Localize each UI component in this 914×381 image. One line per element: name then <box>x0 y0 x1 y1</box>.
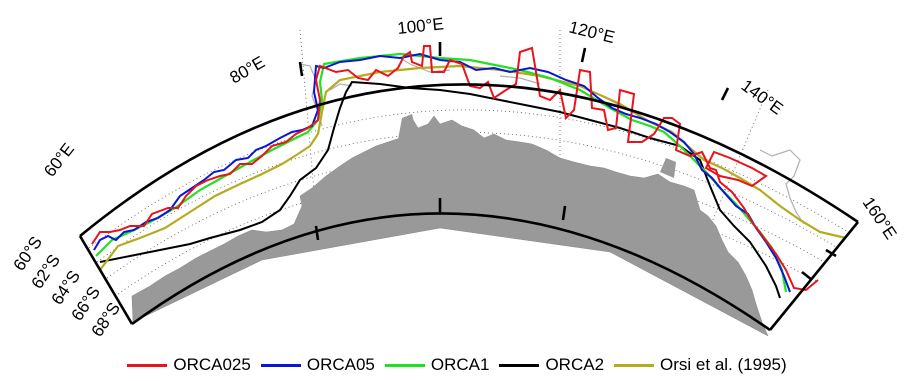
orsi-line <box>99 64 847 271</box>
legend-swatch-orsi <box>614 363 655 367</box>
legend: ORCA025 ORCA05 ORCA1 ORCA2 Orsi et al. (… <box>0 352 914 378</box>
ice-shelf-patch <box>660 158 676 178</box>
legend-item-orca025: ORCA025 <box>127 355 251 375</box>
legend-swatch-orca05 <box>260 363 301 367</box>
legend-label-orsi: Orsi et al. (1995) <box>660 355 787 374</box>
lon-label-140e: 140°E <box>738 76 787 119</box>
antarctic-land <box>131 115 769 337</box>
lon-label-60e: 60°E <box>40 140 78 181</box>
legend-swatch-orca2 <box>499 363 540 367</box>
legend-label-orca025: ORCA025 <box>173 355 251 374</box>
legend-swatch-orca1 <box>384 363 425 367</box>
lon-label-160e: 160°E <box>859 194 901 243</box>
legend-label-orca2: ORCA2 <box>545 355 605 374</box>
legend-label-orca1: ORCA1 <box>430 355 490 374</box>
frame-ticks <box>298 42 837 282</box>
lon-label-100e: 100°E <box>396 14 444 38</box>
orca025-offshore-box <box>704 150 768 188</box>
legend-item-orca1: ORCA1 <box>384 355 490 375</box>
ice-shelf-patch <box>396 114 416 150</box>
lon-label-120e: 120°E <box>567 17 617 47</box>
legend-item-orca05: ORCA05 <box>260 355 375 375</box>
legend-label-orca05: ORCA05 <box>306 355 375 374</box>
legend-swatch-orca025 <box>127 363 168 367</box>
legend-item-orsi: Orsi et al. (1995) <box>614 355 787 375</box>
legend-item-orca2: ORCA2 <box>499 355 604 375</box>
lon-label-80e: 80°E <box>227 52 269 87</box>
map-frame <box>78 83 860 332</box>
orca05-line <box>93 52 791 293</box>
orca025-line <box>91 45 819 292</box>
